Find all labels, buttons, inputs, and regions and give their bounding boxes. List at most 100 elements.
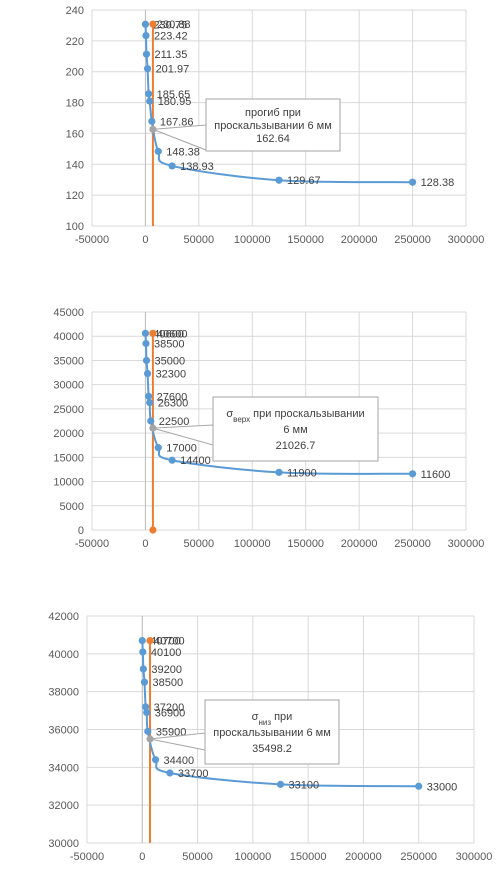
callout-text-line: σверх при проскальзывании xyxy=(226,408,364,424)
x-tick-label: 50000 xyxy=(184,234,215,246)
series-data-label: 230.75 xyxy=(153,19,187,31)
series-data-label: 38500 xyxy=(152,677,183,689)
y-tick-label: 25000 xyxy=(53,404,84,416)
series-point xyxy=(144,727,152,735)
y-tick-label: 30000 xyxy=(53,380,84,392)
callout-point xyxy=(146,735,154,743)
chart-deflection: 100 120 140 160 180 200 220 240 -50000 0 50000 1000… xyxy=(66,5,485,246)
callout-text-line: 35498.2 xyxy=(252,743,292,755)
series-data-label: 180.95 xyxy=(158,96,192,108)
x-tick-label: -50000 xyxy=(75,234,109,246)
y-tick-label: 140 xyxy=(66,159,84,171)
series-point xyxy=(415,782,423,790)
x-tick-label: 0 xyxy=(142,538,148,550)
series-data-label: 33000 xyxy=(427,781,458,793)
series-data-label: 223.42 xyxy=(154,31,188,43)
series-data-label: 201.97 xyxy=(156,64,190,76)
series-data-label: 36900 xyxy=(155,707,186,719)
y-tick-label: 40000 xyxy=(53,331,84,343)
callout-box xyxy=(204,699,340,765)
callout-point xyxy=(149,125,157,133)
series-data-label: 33700 xyxy=(178,768,209,780)
series-point xyxy=(141,20,150,28)
marker-series-data-label: 230.88 xyxy=(157,19,191,31)
x-tick-label: 250000 xyxy=(394,234,431,246)
series-data-label: 22500 xyxy=(159,416,190,428)
callout-box xyxy=(212,396,379,462)
series-point xyxy=(408,178,417,186)
chart-upper-stress: 0 5000 10000 15000 20000 25000 30000 35000 40000… xyxy=(53,307,484,550)
x-tick-label: 100000 xyxy=(234,538,271,550)
series-data-label: 40700 xyxy=(150,636,181,648)
y-tick-label: 240 xyxy=(66,5,84,17)
series-point xyxy=(142,50,151,58)
series-point xyxy=(168,162,176,170)
callout-box xyxy=(205,98,341,152)
series-point xyxy=(275,468,283,476)
x-tick-label: 100000 xyxy=(234,234,271,246)
x-tick-label: 100000 xyxy=(234,851,271,863)
x-tick-label: 150000 xyxy=(287,234,324,246)
marker-series-data-label: 40700 xyxy=(154,636,185,648)
series-data-label: 128.38 xyxy=(421,177,455,189)
y-tick-label: 0 xyxy=(78,525,84,537)
y-tick-label: 32000 xyxy=(48,800,79,812)
y-tick-label: 30000 xyxy=(48,838,79,850)
y-tick-label: 160 xyxy=(66,128,84,140)
marker-series-point-top xyxy=(146,636,154,645)
series-data-label: 148.38 xyxy=(166,146,200,158)
marker-series-data-label: 40600 xyxy=(157,328,188,340)
x-tick-label: 150000 xyxy=(287,538,324,550)
series-data-label: 138.93 xyxy=(180,161,214,173)
x-tick-label: 0 xyxy=(139,851,145,863)
series-point xyxy=(151,756,160,764)
marker-series-point-bottom xyxy=(149,526,157,534)
series-point xyxy=(154,147,162,155)
y-tick-label: 220 xyxy=(66,36,84,48)
y-tick-label: 42000 xyxy=(48,611,79,623)
series-point xyxy=(142,339,150,348)
y-tick-label: 120 xyxy=(66,190,84,202)
series-point xyxy=(147,417,155,425)
series-data-label: 167.86 xyxy=(160,116,194,128)
series-data-label: 34400 xyxy=(164,755,195,767)
y-tick-label: 15000 xyxy=(53,452,84,464)
x-tick-label: 50000 xyxy=(182,851,213,863)
series-data-label: 38500 xyxy=(154,338,185,350)
series-point xyxy=(154,444,162,452)
x-tick-label: 0 xyxy=(142,234,148,246)
series-point xyxy=(146,398,154,407)
x-tick-label: 200000 xyxy=(345,851,382,863)
series-point xyxy=(140,678,149,686)
series-data-label: 35000 xyxy=(154,355,185,367)
callout-text-line: 21026.7 xyxy=(276,440,316,452)
series-point xyxy=(145,90,153,98)
series-point xyxy=(141,329,150,337)
x-tick-label: 200000 xyxy=(341,538,378,550)
y-tick-label: 20000 xyxy=(53,428,84,440)
y-tick-label: 180 xyxy=(66,98,84,110)
callout-text-line: σниз при xyxy=(252,711,293,727)
series-data-label: 26300 xyxy=(158,398,189,410)
series-point xyxy=(138,636,146,645)
series-point xyxy=(143,369,152,378)
callout-text-line: проскальзывании 6 мм xyxy=(214,120,332,132)
series-data-label: 32300 xyxy=(156,369,187,381)
y-tick-label: 100 xyxy=(66,221,84,233)
y-tick-label: 5000 xyxy=(60,501,84,513)
x-tick-label: 250000 xyxy=(394,538,431,550)
series-data-label: 40600 xyxy=(153,328,184,340)
callout-point xyxy=(149,424,157,432)
series-data-label: 185.65 xyxy=(157,89,191,101)
series-point xyxy=(148,117,156,125)
callout-text-line: проскальзывании 6 мм xyxy=(213,727,331,739)
series-point xyxy=(146,97,154,105)
y-tick-label: 38000 xyxy=(48,687,79,699)
y-tick-label: 40000 xyxy=(48,649,79,661)
x-tick-label: 250000 xyxy=(400,851,437,863)
series-point xyxy=(168,456,176,464)
series-point xyxy=(143,65,152,73)
series-data-label: 37200 xyxy=(154,702,185,714)
series-data-label: 14400 xyxy=(180,455,211,467)
